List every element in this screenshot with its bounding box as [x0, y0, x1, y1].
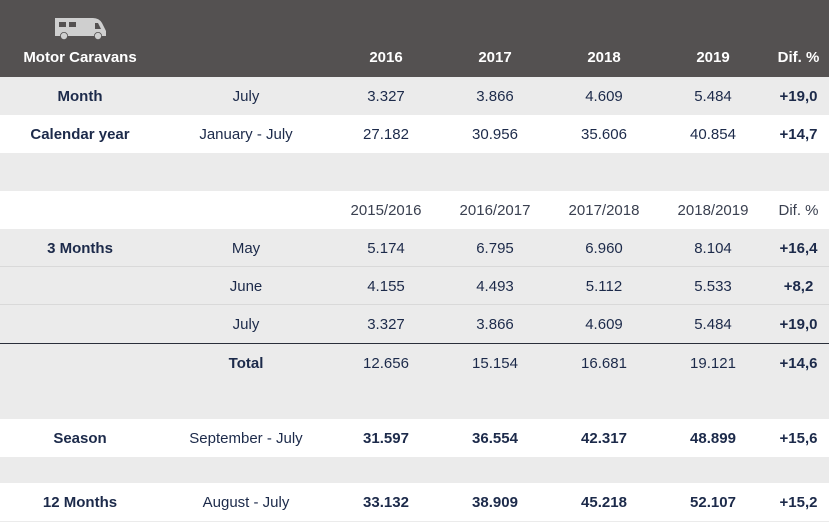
row-period: Total	[228, 354, 264, 372]
row-period: May	[231, 239, 261, 257]
value-cell: 5.112	[585, 277, 623, 295]
row-period: July	[232, 87, 260, 105]
table-row: July 3.327 3.866 4.609 5.484 +19,0	[0, 304, 829, 343]
row-label: Calendar year	[30, 125, 130, 143]
value-cell: 8.104	[694, 239, 732, 257]
dif-cell: +15,6	[779, 429, 818, 447]
table-row: Month July 3.327 3.866 4.609 5.484 +19,0	[0, 77, 829, 115]
header-dif: Dif. %	[777, 48, 820, 66]
value-cell: 6.960	[585, 239, 623, 257]
table-header: Motor Caravans 2016 2017 2018 2019 Dif. …	[0, 0, 829, 77]
header-year: 2016	[369, 48, 403, 66]
value-cell: 33.132	[363, 493, 409, 511]
value-cell: 19.121	[690, 354, 736, 372]
value-cell: 6.795	[476, 239, 514, 257]
row-label: Season	[53, 429, 107, 447]
value-cell: 12.656	[363, 354, 409, 372]
row-label: 3 Months	[47, 239, 113, 257]
table-row: Season September - July 31.597 36.554 42…	[0, 419, 829, 457]
header-year: 2018	[587, 48, 621, 66]
value-cell: 15.154	[472, 354, 518, 372]
value-cell: 5.484	[694, 87, 732, 105]
row-label: 12 Months	[42, 493, 118, 511]
value-cell: 4.609	[585, 87, 623, 105]
value-cell: 36.554	[472, 429, 518, 447]
value-cell: 52.107	[690, 493, 736, 511]
value-cell: 3.866	[476, 315, 514, 333]
value-cell: 4.609	[585, 315, 623, 333]
value-cell: 48.899	[690, 429, 736, 447]
dif-cell: +19,0	[779, 315, 818, 333]
season-year: 2016/2017	[459, 201, 531, 219]
value-cell: 16.681	[581, 354, 627, 372]
dif-cell: +14,6	[779, 354, 818, 372]
value-cell: 38.909	[472, 493, 518, 511]
row-period: January - July	[199, 125, 293, 143]
value-cell: 3.327	[367, 315, 405, 333]
value-cell: 3.327	[367, 87, 405, 105]
header-year: 2019	[696, 48, 730, 66]
value-cell: 5.174	[367, 239, 405, 257]
spacer-row	[0, 381, 829, 419]
dif-cell: +16,4	[779, 239, 818, 257]
value-cell: 5.484	[694, 315, 732, 333]
season-year: 2017/2018	[568, 201, 640, 219]
table-row: Total 12.656 15.154 16.681 19.121 +14,6	[0, 343, 829, 382]
row-period: June	[229, 277, 263, 295]
value-cell: 27.182	[363, 125, 409, 143]
value-cell: 40.854	[690, 125, 736, 143]
value-cell: 42.317	[581, 429, 627, 447]
dif-cell: +8,2	[783, 277, 814, 295]
value-cell: 31.597	[363, 429, 409, 447]
header-label: Motor Caravans	[23, 48, 137, 66]
row-period: September - July	[189, 429, 303, 447]
row-period: July	[232, 315, 260, 333]
dif-cell: +19,0	[779, 87, 818, 105]
row-period: August - July	[202, 493, 290, 511]
spacer-row	[0, 457, 829, 483]
season-header-row: 2015/2016 2016/2017 2017/2018 2018/2019 …	[0, 191, 829, 229]
season-dif: Dif. %	[778, 201, 819, 219]
value-cell: 4.155	[367, 277, 405, 295]
value-cell: 5.533	[694, 277, 732, 295]
value-cell: 4.493	[476, 277, 514, 295]
dif-cell: +15,2	[779, 493, 818, 511]
table-row: 3 Months May 5.174 6.795 6.960 8.104 +16…	[0, 229, 829, 267]
value-cell: 45.218	[581, 493, 627, 511]
header-year: 2017	[478, 48, 512, 66]
table-row: Calendar year January - July 27.182 30.9…	[0, 115, 829, 153]
table-row: June 4.155 4.493 5.112 5.533 +8,2	[0, 266, 829, 305]
value-cell: 30.956	[472, 125, 518, 143]
table-row: 12 Months August - July 33.132 38.909 45…	[0, 483, 829, 521]
season-year: 2015/2016	[350, 201, 422, 219]
dif-cell: +14,7	[779, 125, 818, 143]
row-label: Month	[57, 87, 103, 105]
spacer-row	[0, 153, 829, 191]
camper-van-icon	[55, 18, 106, 40]
value-cell: 35.606	[581, 125, 627, 143]
season-year: 2018/2019	[677, 201, 749, 219]
value-cell: 3.866	[476, 87, 514, 105]
